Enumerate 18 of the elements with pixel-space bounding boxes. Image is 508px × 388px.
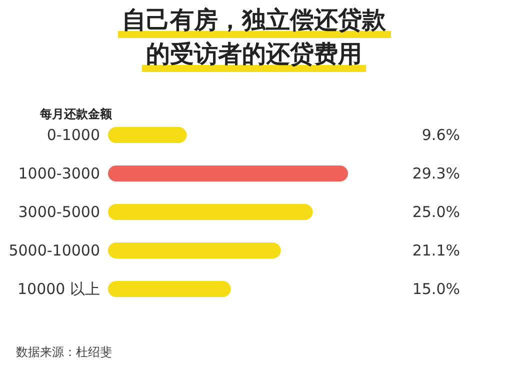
bar xyxy=(108,127,187,143)
y-tick-label: 1000-3000 xyxy=(18,164,100,182)
bar xyxy=(108,166,348,182)
chart-title: 自己有房，独立偿还贷款的受访者的还贷费用 xyxy=(122,6,387,68)
data-label: 21.1% xyxy=(412,242,460,260)
data-label: 15.0% xyxy=(412,280,460,298)
source-note: 数据来源：杜绍斐 xyxy=(16,345,112,359)
y-tick-label: 0-1000 xyxy=(46,126,100,144)
bar xyxy=(108,281,231,297)
y-tick-label: 3000-5000 xyxy=(18,203,100,221)
y-axis-title: 每月还款金额 xyxy=(39,107,113,121)
data-label: 25.0% xyxy=(412,203,460,221)
y-tick-label: 5000-10000 xyxy=(8,242,100,260)
bar xyxy=(108,204,313,220)
data-label: 29.3% xyxy=(412,164,460,182)
bar xyxy=(108,242,281,258)
data-label: 9.6% xyxy=(422,126,460,144)
y-tick-label: 10000 以上 xyxy=(18,280,100,298)
